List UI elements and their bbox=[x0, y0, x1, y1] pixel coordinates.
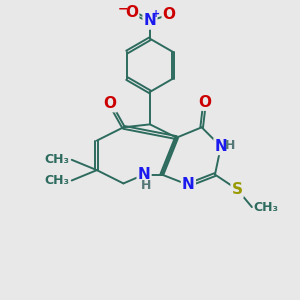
Text: +: + bbox=[152, 10, 160, 20]
Text: CH₃: CH₃ bbox=[254, 201, 278, 214]
Text: N: N bbox=[214, 139, 227, 154]
Text: O: O bbox=[163, 7, 176, 22]
Text: O: O bbox=[103, 96, 117, 111]
Text: H: H bbox=[140, 179, 151, 192]
Text: −: − bbox=[118, 3, 129, 16]
Text: S: S bbox=[232, 182, 243, 197]
Text: N: N bbox=[144, 14, 156, 28]
Text: O: O bbox=[125, 4, 138, 20]
Text: H: H bbox=[225, 139, 236, 152]
Text: N: N bbox=[138, 167, 151, 182]
Text: CH₃: CH₃ bbox=[44, 153, 69, 166]
Text: CH₃: CH₃ bbox=[44, 174, 69, 187]
Text: N: N bbox=[182, 177, 195, 192]
Text: O: O bbox=[198, 95, 211, 110]
